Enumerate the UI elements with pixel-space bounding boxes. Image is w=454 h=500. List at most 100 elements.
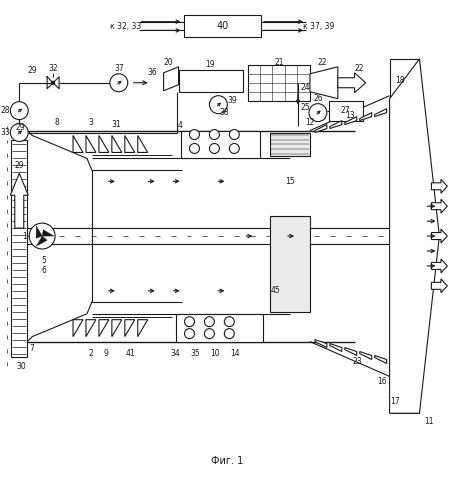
Text: 9: 9 xyxy=(104,349,109,358)
Circle shape xyxy=(184,328,194,338)
Polygon shape xyxy=(345,348,357,356)
Text: 22: 22 xyxy=(317,58,326,68)
Polygon shape xyxy=(330,120,342,128)
Polygon shape xyxy=(125,320,135,336)
Circle shape xyxy=(189,130,199,140)
Polygon shape xyxy=(86,136,96,152)
Polygon shape xyxy=(431,279,447,293)
Bar xyxy=(183,15,261,37)
Text: 34: 34 xyxy=(171,349,180,358)
Text: 29: 29 xyxy=(27,66,37,76)
Polygon shape xyxy=(138,136,148,152)
Text: 33: 33 xyxy=(0,128,10,137)
Text: 7: 7 xyxy=(30,344,35,353)
Bar xyxy=(270,216,310,312)
Polygon shape xyxy=(112,320,122,336)
Polygon shape xyxy=(163,67,178,90)
Polygon shape xyxy=(330,344,342,351)
Polygon shape xyxy=(345,116,357,124)
Text: 25: 25 xyxy=(300,103,310,112)
Text: 31: 31 xyxy=(111,120,121,129)
Text: к 32, 33: к 32, 33 xyxy=(110,22,141,30)
Text: 15: 15 xyxy=(285,177,295,186)
Text: 35: 35 xyxy=(191,349,200,358)
Text: 32: 32 xyxy=(48,64,58,74)
Circle shape xyxy=(204,316,214,326)
Bar xyxy=(176,314,263,342)
Polygon shape xyxy=(36,236,47,246)
Text: 45: 45 xyxy=(270,286,280,296)
Polygon shape xyxy=(36,226,42,238)
Circle shape xyxy=(10,102,28,119)
Text: 10: 10 xyxy=(211,349,220,358)
Text: 29: 29 xyxy=(15,123,25,132)
Text: 19: 19 xyxy=(206,60,215,70)
Circle shape xyxy=(229,144,239,154)
Polygon shape xyxy=(10,174,28,228)
Text: 26: 26 xyxy=(313,94,323,103)
Circle shape xyxy=(209,144,219,154)
Polygon shape xyxy=(86,320,96,336)
Text: 37: 37 xyxy=(114,64,123,74)
Polygon shape xyxy=(390,59,439,414)
Polygon shape xyxy=(42,230,54,236)
Bar xyxy=(248,65,310,100)
Polygon shape xyxy=(112,136,122,152)
Text: 12: 12 xyxy=(305,118,315,127)
Text: 2: 2 xyxy=(89,349,94,358)
Text: к 37, 39: к 37, 39 xyxy=(303,22,335,30)
Text: 40: 40 xyxy=(216,21,228,31)
Text: 21: 21 xyxy=(274,58,284,68)
Circle shape xyxy=(10,124,28,142)
Polygon shape xyxy=(360,112,372,120)
Text: 23: 23 xyxy=(353,357,363,366)
Circle shape xyxy=(229,130,239,140)
Circle shape xyxy=(209,130,219,140)
Text: 39: 39 xyxy=(227,96,237,105)
Text: 6: 6 xyxy=(42,266,47,276)
Polygon shape xyxy=(431,229,447,243)
Circle shape xyxy=(224,316,234,326)
Text: 30: 30 xyxy=(16,362,26,371)
Circle shape xyxy=(184,316,194,326)
Text: 16: 16 xyxy=(377,377,386,386)
Text: 13: 13 xyxy=(345,111,355,120)
Circle shape xyxy=(224,328,234,338)
Text: 28: 28 xyxy=(0,106,10,115)
Polygon shape xyxy=(360,352,372,360)
Circle shape xyxy=(52,82,54,84)
Bar xyxy=(329,100,363,120)
Bar xyxy=(270,132,310,156)
Bar xyxy=(178,70,243,92)
Circle shape xyxy=(309,104,327,122)
Text: 38: 38 xyxy=(220,108,229,117)
Circle shape xyxy=(110,74,128,92)
Text: 41: 41 xyxy=(126,349,136,358)
Text: 29: 29 xyxy=(15,161,24,170)
Polygon shape xyxy=(375,108,387,116)
Text: 4: 4 xyxy=(178,121,183,130)
Polygon shape xyxy=(73,136,83,152)
Polygon shape xyxy=(375,356,387,364)
Polygon shape xyxy=(431,199,447,213)
Text: 1: 1 xyxy=(22,232,27,240)
Polygon shape xyxy=(431,259,447,273)
Polygon shape xyxy=(338,73,366,92)
Text: 14: 14 xyxy=(231,349,240,358)
Text: 18: 18 xyxy=(395,76,405,86)
Circle shape xyxy=(29,223,55,249)
Text: 36: 36 xyxy=(148,68,158,78)
Circle shape xyxy=(209,96,227,114)
Circle shape xyxy=(204,328,214,338)
Bar xyxy=(390,374,419,414)
Text: 17: 17 xyxy=(390,397,400,406)
Circle shape xyxy=(189,144,199,154)
Polygon shape xyxy=(310,67,338,98)
Text: 5: 5 xyxy=(42,256,47,266)
Text: Фиг. 1: Фиг. 1 xyxy=(211,456,243,466)
Text: 24: 24 xyxy=(300,83,310,92)
Bar xyxy=(11,140,27,356)
Polygon shape xyxy=(431,180,447,194)
Bar xyxy=(181,130,260,158)
Text: 8: 8 xyxy=(55,118,59,127)
